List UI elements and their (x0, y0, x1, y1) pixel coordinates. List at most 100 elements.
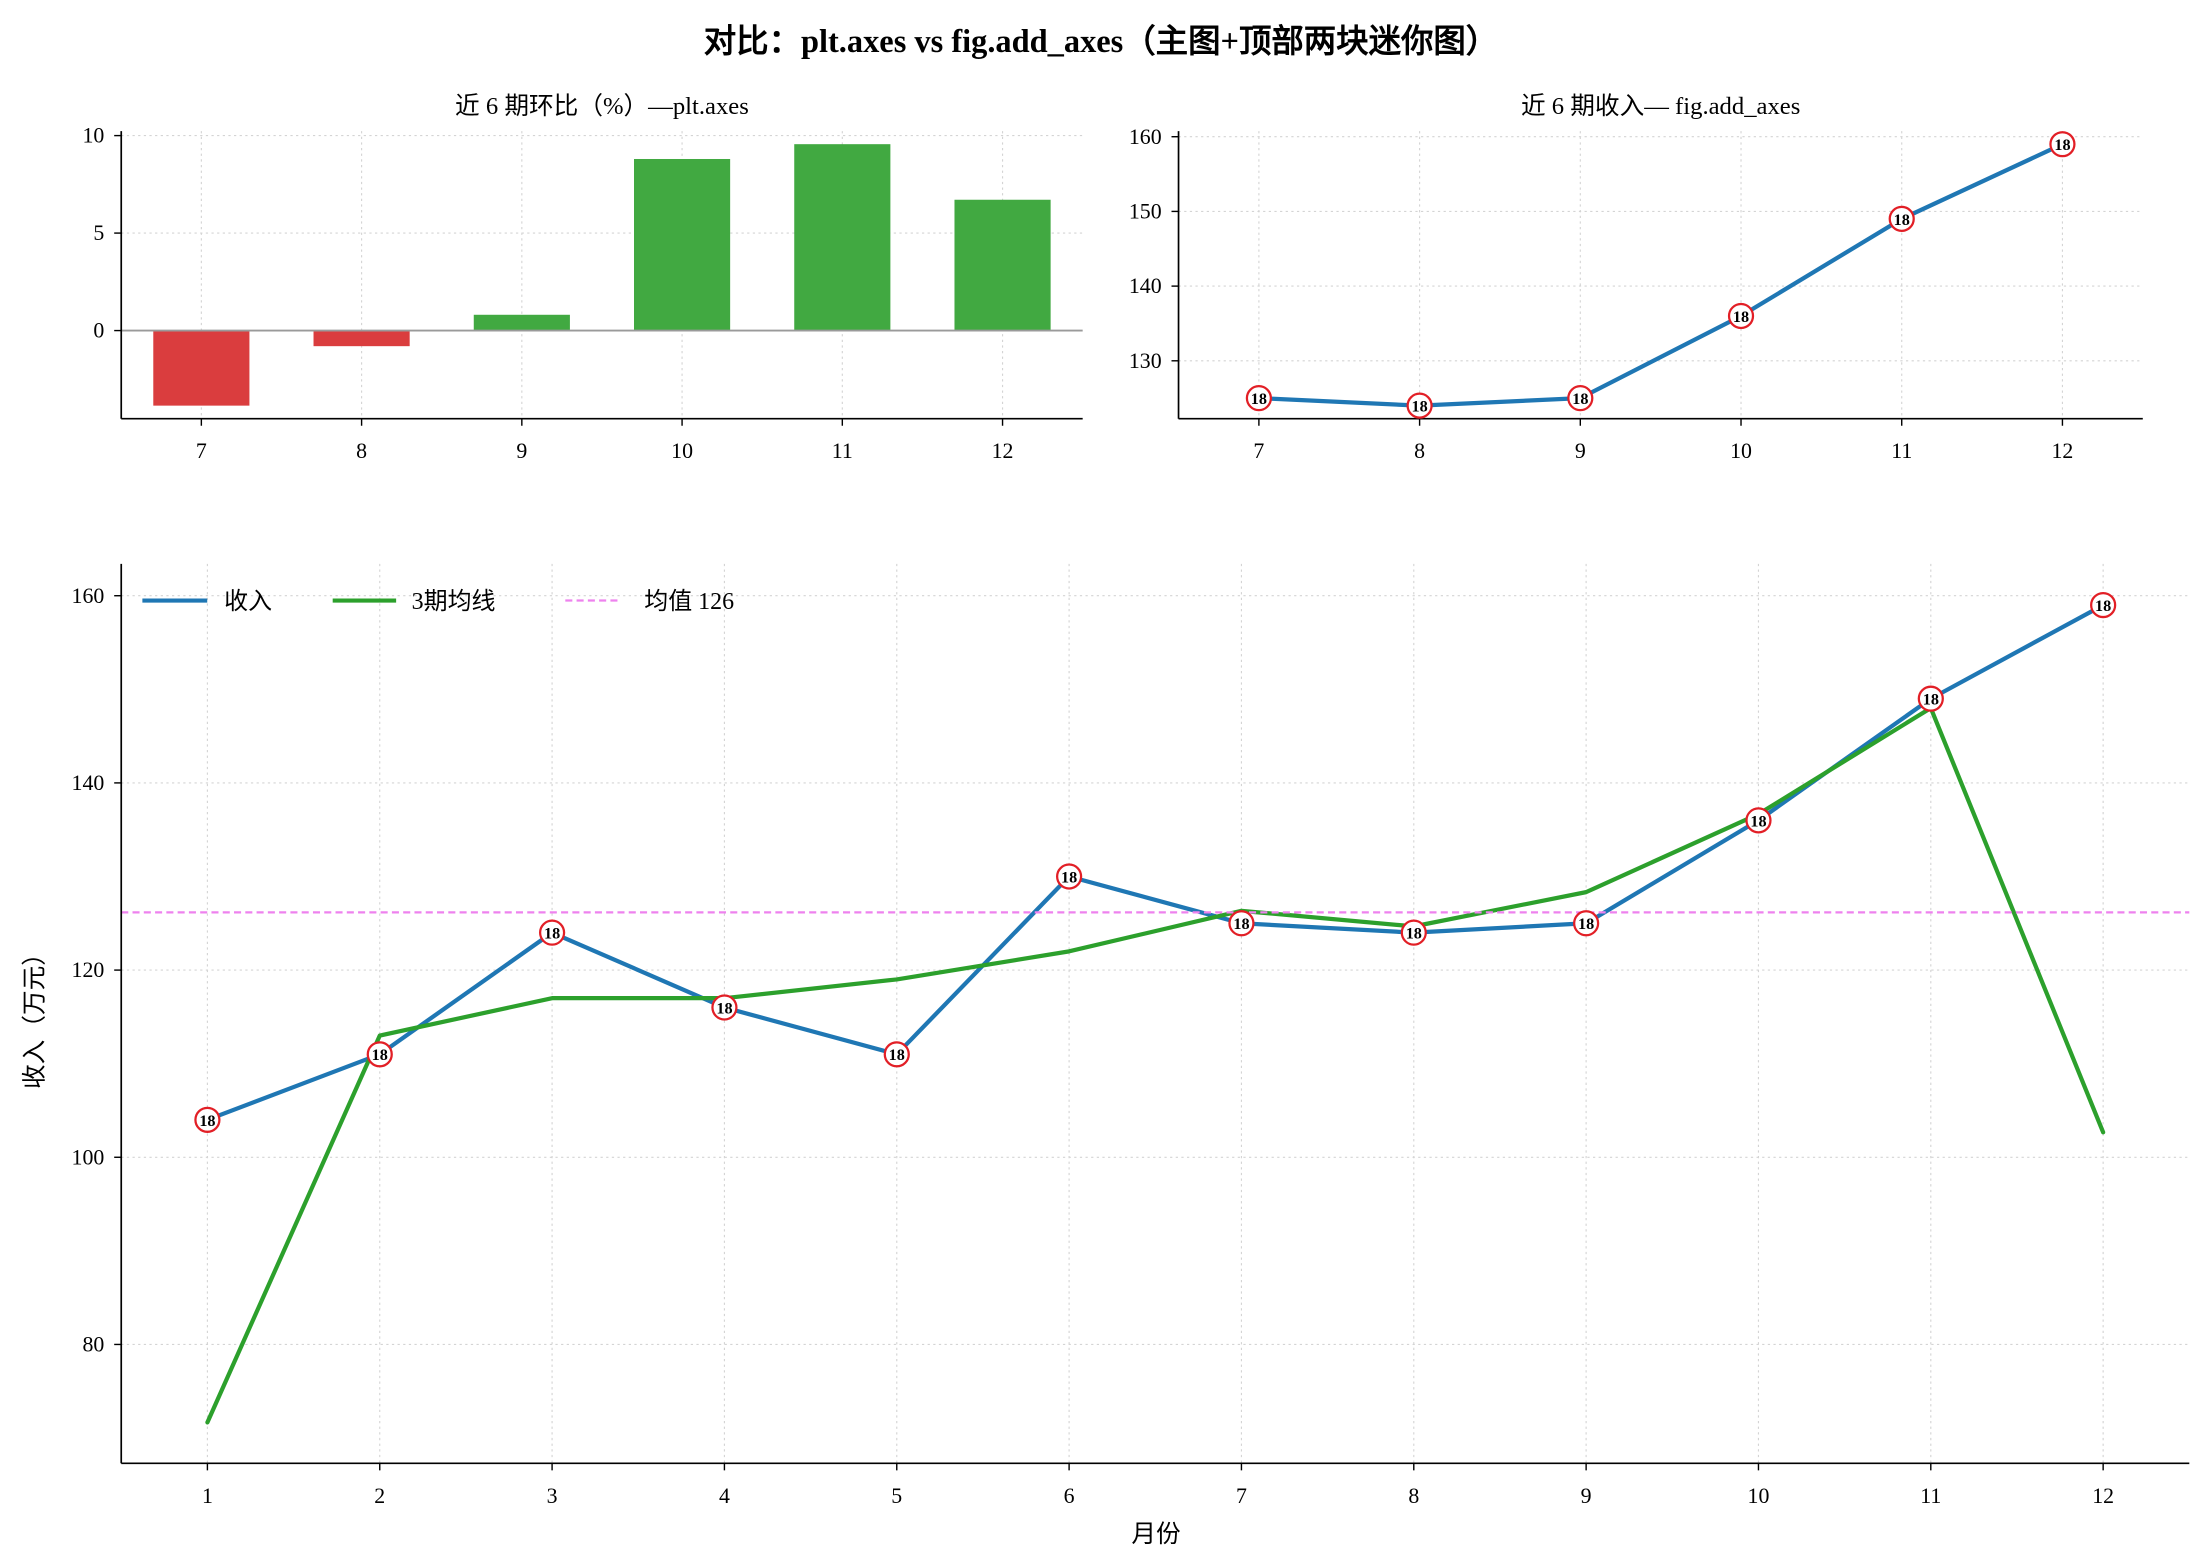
bar-x-tick-label: 7 (196, 439, 207, 463)
bar-x-tick-label: 10 (671, 439, 693, 463)
main-revenue-marker-ring (1400, 919, 1427, 946)
main-revenue-marker-ring (1228, 910, 1255, 937)
main-revenue-marker: 18 (194, 1106, 221, 1133)
bar-panel-title: 近 6 期环比（%）—plt.axes (455, 92, 749, 120)
mini-revenue-marker-ring (1406, 392, 1433, 419)
bar-11 (794, 144, 891, 331)
main-revenue-marker-ring (366, 1041, 393, 1068)
main-revenue-marker-label: 18 (372, 1046, 388, 1064)
bar-y-tick-label: 0 (93, 319, 104, 343)
mini-revenue-marker-label: 18 (2054, 136, 2070, 154)
bar-panel: 7 8 9 10 11 12 0 5 10 (82, 124, 1083, 463)
mini-revenue-marker-ring (1245, 385, 1273, 412)
main-revenue-marker-ring (1917, 685, 1944, 712)
main-x-tick-label: 9 (1581, 1484, 1592, 1508)
mini-revenue-marker: 18 (1888, 205, 1915, 232)
main-x-tick-label: 6 (1064, 1484, 1075, 1508)
main-x-tick-label: 11 (1920, 1484, 1941, 1508)
figure-title: 对比：plt.axes vs fig.add_axes（主图+顶部两块迷你图） (704, 23, 1498, 60)
mini-revenue-marker-ring (1888, 205, 1915, 232)
mini-y-tick-label: 130 (1129, 349, 1162, 373)
main-revenue-marker-label: 18 (1061, 868, 1077, 886)
bar-x-tick-label: 8 (356, 439, 367, 463)
main-x-tick-label: 8 (1408, 1484, 1419, 1508)
main-revenue-marker-label: 18 (2095, 597, 2111, 615)
mini-x-tick-label: 8 (1414, 439, 1425, 463)
mini-line-panel-title: 近 6 期收入— fig.add_axes (1521, 92, 1800, 120)
main-revenue-marker-label: 18 (1233, 915, 1249, 933)
main-revenue-marker: 18 (1056, 863, 1083, 890)
main-y-tick-label: 100 (72, 1145, 105, 1169)
main-revenue-marker-ring (1573, 910, 1600, 937)
mini-x-tick-label: 11 (1891, 439, 1912, 463)
mini-revenue-marker-label: 18 (1411, 398, 1427, 416)
main-revenue-marker: 18 (538, 919, 566, 946)
main-y-tick-label: 140 (72, 771, 105, 795)
mini-y-tick-label: 160 (1129, 125, 1162, 149)
bar-8 (313, 330, 410, 347)
mini-y-tick-label: 140 (1129, 274, 1162, 298)
mini-revenue-line (1256, 142, 2065, 408)
main-revenue-marker-ring (2090, 591, 2117, 619)
main-y-tick-label: 80 (82, 1332, 104, 1356)
mini-x-tick-label: 7 (1253, 439, 1264, 463)
main-x-tick-label: 1 (202, 1484, 213, 1508)
main-moving-average-line (205, 705, 2106, 1425)
main-revenue-marker: 18 (1573, 910, 1600, 937)
main-revenue-marker: 18 (366, 1041, 393, 1068)
main-x-tick-label: 4 (719, 1484, 730, 1508)
main-revenue-marker-label: 18 (1923, 691, 1939, 709)
main-revenue-marker-ring (194, 1106, 221, 1133)
main-revenue-marker-label: 18 (1750, 812, 1766, 830)
bar-x-tick-label: 11 (832, 439, 853, 463)
mini-x-tick-label: 10 (1730, 439, 1752, 463)
main-x-axis-label: 月份 (1131, 1520, 1180, 1548)
bar-x-tick-label: 9 (516, 439, 527, 463)
main-line-panel: 1 2 3 4 5 6 7 8 9 10 11 128010012014016018181818181… (72, 563, 2190, 1508)
main-revenue-marker-ring (711, 994, 738, 1021)
main-revenue-marker-label: 18 (544, 925, 560, 943)
main-x-tick-label: 5 (891, 1484, 902, 1508)
legend-label-revenue: 收入 (224, 588, 272, 615)
main-legend: 收入 3期均线 均值 126 (142, 588, 734, 615)
main-revenue-marker-ring (1745, 807, 1772, 834)
main-revenue-marker: 18 (1917, 685, 1944, 712)
main-x-tick-label: 2 (374, 1484, 385, 1508)
main-revenue-marker-label: 18 (889, 1046, 905, 1064)
mini-x-tick-label: 12 (2052, 439, 2074, 463)
mini-revenue-marker: 18 (2049, 131, 2076, 158)
mini-revenue-marker-label: 18 (1572, 390, 1588, 408)
mini-revenue-marker-label: 18 (1251, 390, 1267, 408)
main-x-tick-label: 12 (2092, 1484, 2114, 1508)
main-y-axis-label: 收入（万元） (20, 941, 48, 1089)
main-revenue-marker-ring (1056, 863, 1083, 890)
mini-revenue-marker-label: 18 (1894, 211, 1910, 229)
main-revenue-marker-label: 18 (716, 999, 732, 1017)
main-y-tick-label: 160 (72, 584, 105, 608)
mini-revenue-marker: 18 (1406, 392, 1433, 419)
main-revenue-line (205, 602, 2106, 1122)
main-revenue-marker: 18 (1228, 910, 1255, 937)
mini-revenue-marker-ring (1567, 385, 1594, 412)
legend-label-moving-average: 3期均线 (412, 588, 496, 615)
legend-label-mean-line: 均值 126 (644, 588, 734, 615)
main-revenue-marker-label: 18 (1578, 915, 1594, 933)
bar-10 (634, 158, 731, 331)
main-revenue-marker-label: 18 (199, 1112, 215, 1130)
main-x-tick-label: 3 (547, 1484, 558, 1508)
main-revenue-marker: 18 (1745, 807, 1772, 834)
mini-revenue-marker: 18 (1567, 385, 1594, 412)
mini-revenue-marker: 18 (1245, 385, 1273, 412)
main-revenue-marker-ring (538, 919, 566, 946)
bar-x-tick-label: 12 (992, 439, 1014, 463)
mini-line-panel: 7 8 9 10 11 12 130 140 150 160 18 18 18 18 18 18 (1129, 125, 2143, 463)
main-revenue-marker-label: 18 (1406, 925, 1422, 943)
main-revenue-marker: 18 (1400, 919, 1427, 946)
main-x-tick-label: 10 (1748, 1484, 1770, 1508)
mini-revenue-marker: 18 (1727, 302, 1755, 330)
main-revenue-marker-ring (883, 1041, 910, 1068)
mini-revenue-marker-ring (2049, 131, 2076, 158)
bar-12 (954, 199, 1051, 331)
